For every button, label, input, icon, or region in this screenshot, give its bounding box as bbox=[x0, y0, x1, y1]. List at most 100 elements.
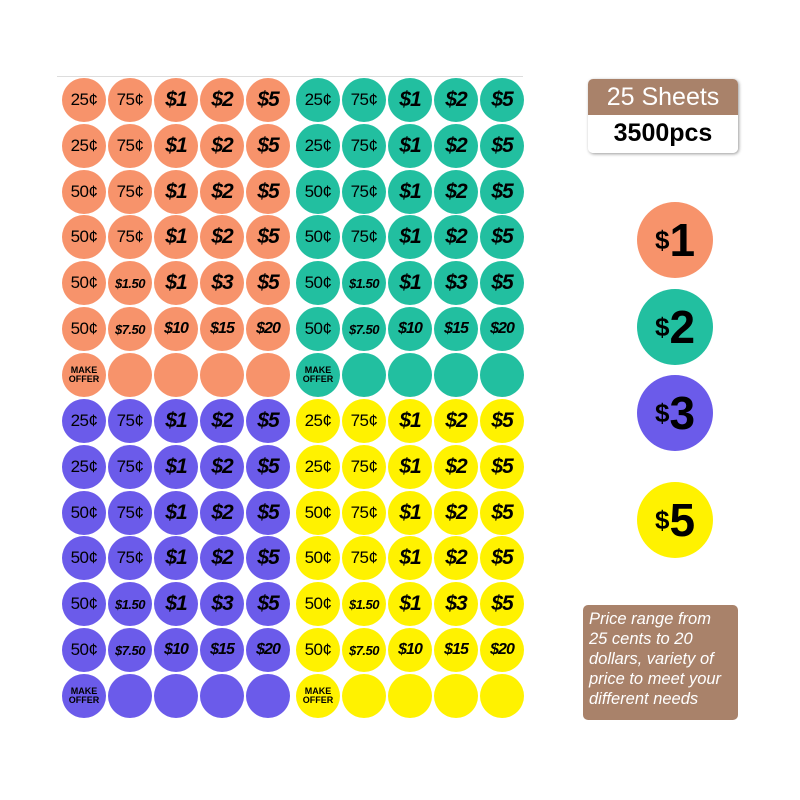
price-label: $15 bbox=[210, 320, 235, 337]
sticker-yellow: $1 bbox=[388, 536, 432, 581]
price-label: $1 bbox=[165, 500, 187, 524]
sticker-yellow: $10 bbox=[388, 628, 432, 672]
sticker-orange: $2 bbox=[200, 123, 244, 168]
price-label: $5 bbox=[257, 546, 279, 570]
sticker-teal: 75¢ bbox=[342, 169, 386, 214]
price-label: 50¢ bbox=[70, 502, 98, 522]
price-label: $5 bbox=[491, 225, 513, 249]
sticker-yellow: 50¢ bbox=[296, 628, 340, 672]
description-box: Price range from 25 cents to 20 dollars,… bbox=[583, 605, 738, 720]
price-label: $1 bbox=[399, 225, 421, 249]
sticker-orange: 25¢ bbox=[62, 78, 106, 122]
price-label: $10 bbox=[164, 641, 189, 658]
price-label: $10 bbox=[398, 320, 423, 337]
price-label: $5 bbox=[257, 179, 279, 203]
price-label: 50¢ bbox=[304, 502, 332, 522]
sticker-orange: MAKE OFFER bbox=[62, 352, 106, 397]
sticker-orange: $5 bbox=[246, 169, 290, 214]
sticker-teal: $15 bbox=[434, 307, 478, 351]
price-label: $7.50 bbox=[114, 321, 146, 337]
price-label: $7.50 bbox=[348, 642, 380, 658]
price-label: $10 bbox=[398, 641, 423, 658]
sticker-teal: 50¢ bbox=[296, 307, 340, 351]
dollar-sign: $ bbox=[654, 504, 670, 535]
price-label: $2 bbox=[445, 88, 467, 111]
sticker-orange: $2 bbox=[200, 78, 244, 122]
price-label: $2 bbox=[211, 88, 233, 111]
sticker-purple: $15 bbox=[200, 628, 244, 672]
price-label: 25¢ bbox=[70, 135, 98, 155]
price-label: $1 bbox=[165, 225, 187, 249]
sticker-teal: $2 bbox=[434, 215, 478, 260]
price-label: 75¢ bbox=[116, 90, 144, 109]
sticker-yellow: $1.50 bbox=[342, 582, 386, 627]
sticker-orange bbox=[200, 352, 244, 397]
sticker-purple: 75¢ bbox=[108, 490, 152, 535]
sample-sticker-3: $3 bbox=[637, 375, 713, 451]
price-label: 50¢ bbox=[70, 319, 98, 338]
price-label: 75¢ bbox=[350, 90, 378, 109]
sticker-teal: $20 bbox=[480, 307, 524, 351]
dollar-sign: $ bbox=[654, 397, 670, 428]
sticker-purple: $2 bbox=[200, 536, 244, 581]
sticker-yellow: $5 bbox=[480, 490, 524, 535]
make-offer-label: MAKE OFFER bbox=[68, 364, 100, 384]
price-label: $3 bbox=[445, 592, 467, 616]
sticker-orange bbox=[108, 352, 152, 397]
sticker-yellow: 75¢ bbox=[342, 399, 386, 443]
sticker-orange: $5 bbox=[246, 123, 290, 168]
price-label: $5 bbox=[257, 271, 279, 295]
sticker-yellow: $5 bbox=[480, 582, 524, 627]
price-label: $1 bbox=[399, 179, 421, 203]
sticker-purple: 50¢ bbox=[62, 490, 106, 535]
sticker-teal: 50¢ bbox=[296, 261, 340, 306]
price-label: 50¢ bbox=[304, 319, 332, 338]
sticker-teal: $7.50 bbox=[342, 307, 386, 351]
price-label: $1 bbox=[165, 133, 187, 157]
price-label: 75¢ bbox=[116, 456, 144, 476]
sticker-yellow: 50¢ bbox=[296, 490, 340, 535]
price-label: $2 bbox=[445, 500, 467, 524]
sticker-teal: $1 bbox=[388, 78, 432, 122]
price-label: 75¢ bbox=[350, 548, 378, 568]
price-label: 25¢ bbox=[70, 90, 98, 109]
price-label: $1 bbox=[399, 454, 421, 478]
sticker-orange: 75¢ bbox=[108, 169, 152, 214]
sticker-yellow: $1 bbox=[388, 444, 432, 489]
sticker-orange: $20 bbox=[246, 307, 290, 351]
sticker-purple: 75¢ bbox=[108, 399, 152, 443]
price-label: 50¢ bbox=[304, 273, 332, 293]
sticker-teal: $10 bbox=[388, 307, 432, 351]
sticker-purple: $2 bbox=[200, 399, 244, 443]
price-label: $2 bbox=[211, 409, 233, 432]
sample-value: 1 bbox=[669, 214, 696, 266]
sticker-yellow: $5 bbox=[480, 444, 524, 489]
price-label: $7.50 bbox=[348, 321, 380, 337]
price-label: 75¢ bbox=[350, 456, 378, 476]
sticker-yellow: $5 bbox=[480, 536, 524, 581]
sticker-purple: $10 bbox=[154, 628, 198, 672]
price-label: $3 bbox=[211, 271, 233, 295]
sticker-yellow: $2 bbox=[434, 399, 478, 443]
price-label: $5 bbox=[491, 592, 513, 616]
price-label: 75¢ bbox=[116, 181, 144, 201]
price-label: 75¢ bbox=[116, 411, 144, 430]
sticker-teal: 25¢ bbox=[296, 123, 340, 168]
price-label: $5 bbox=[257, 409, 279, 432]
price-label: $20 bbox=[490, 320, 515, 337]
price-label: 50¢ bbox=[304, 640, 332, 659]
sticker-teal: $5 bbox=[480, 169, 524, 214]
sticker-purple: $5 bbox=[246, 490, 290, 535]
sample-value: 2 bbox=[669, 301, 696, 353]
sticker-teal: 75¢ bbox=[342, 78, 386, 122]
price-label: 75¢ bbox=[350, 502, 378, 522]
price-label: 75¢ bbox=[350, 227, 378, 247]
sticker-yellow: $3 bbox=[434, 582, 478, 627]
price-label: 75¢ bbox=[116, 548, 144, 568]
price-label: $15 bbox=[444, 641, 469, 658]
price-label: $2 bbox=[445, 179, 467, 203]
sticker-orange: $5 bbox=[246, 261, 290, 306]
sticker-yellow: 50¢ bbox=[296, 582, 340, 627]
price-label: $1 bbox=[399, 133, 421, 157]
price-label: $5 bbox=[491, 271, 513, 295]
